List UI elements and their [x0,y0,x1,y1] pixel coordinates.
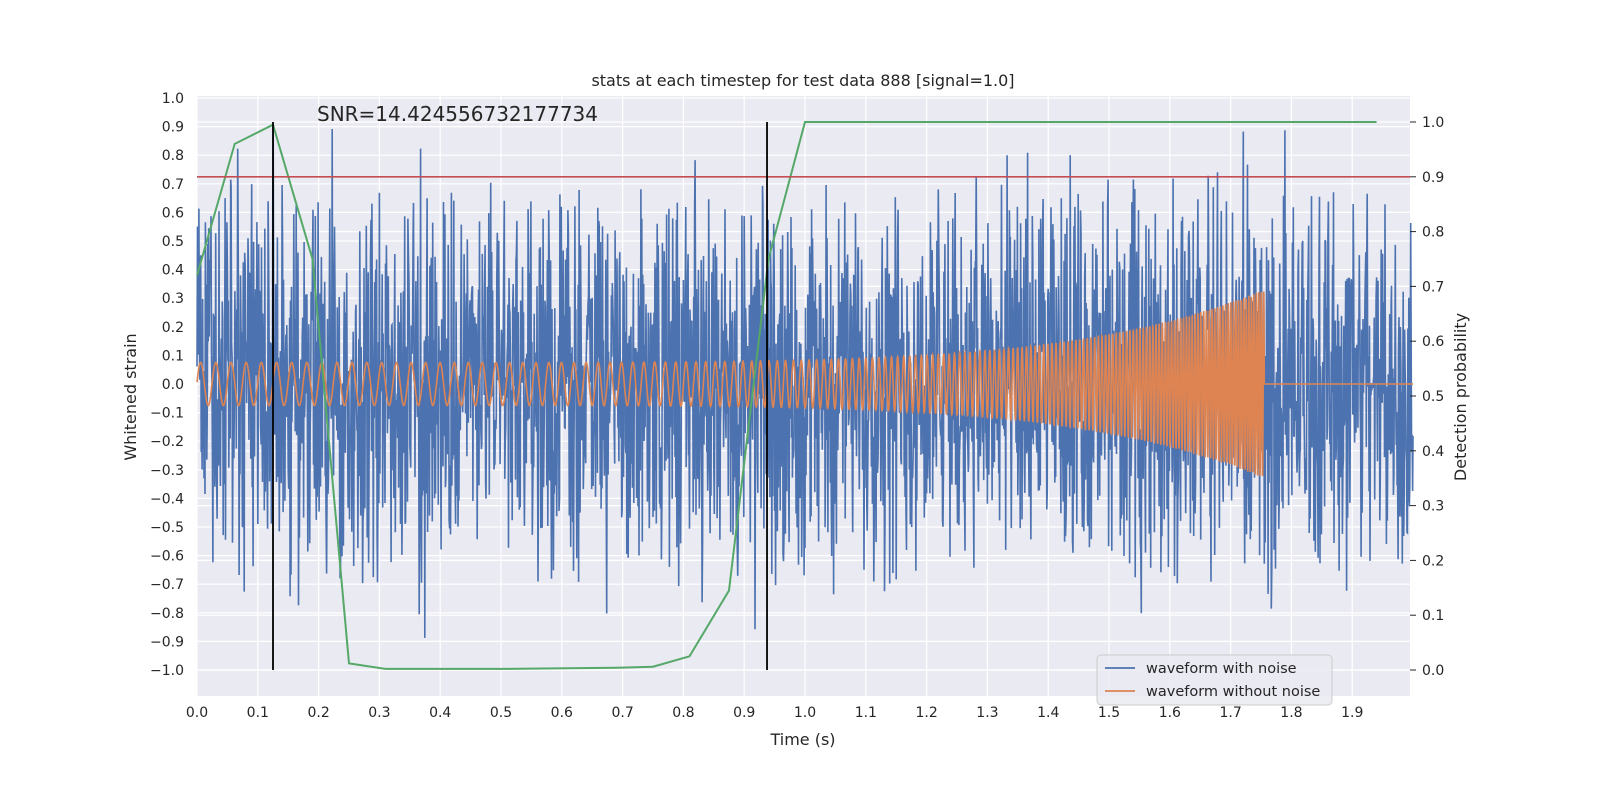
x-tick-label: 1.0 [794,705,816,721]
x-tick-label: 1.9 [1341,705,1363,721]
x-tick-label: 1.6 [1159,705,1181,721]
x-tick-label: 1.2 [915,705,937,721]
x-tick-label: 0.3 [368,705,390,721]
y-tick-label: −0.5 [150,520,184,536]
y2-axis-label: Detection probability [1451,313,1470,481]
x-axis-label: Time (s) [769,730,835,749]
y-tick-label: 0.5 [162,234,184,250]
y2-tick-label: 0.5 [1422,389,1444,405]
x-tick-label: 1.7 [1220,705,1242,721]
x-tick-label: 0.7 [611,705,633,721]
y-tick-label: 0.2 [162,320,184,336]
x-tick-label: 1.1 [855,705,877,721]
y2-tick-label: 0.8 [1422,225,1444,241]
y-tick-label: −1.0 [150,663,184,679]
x-tick-label: 0.5 [490,705,512,721]
x-tick-label: 1.8 [1280,705,1302,721]
legend-label-noise: waveform with noise [1146,661,1297,677]
y2-tick-label: 0.2 [1422,553,1444,569]
x-tick-label: 0.8 [672,705,694,721]
y-tick-label: 1.0 [162,91,184,107]
legend-label-clean: waveform without noise [1146,684,1320,700]
x-tick-label: 0.2 [307,705,329,721]
x-tick-label: 0.1 [247,705,269,721]
y2-axis-ticks: 1.0 0.9 0.8 0.7 0.6 0.5 0.4 0.3 0.2 0.1 0.0 [1410,115,1444,679]
x-tick-label: 0.9 [733,705,755,721]
series-detection-probability [196,121,1377,670]
chart-title: stats at each timestep for test data 888… [591,71,1014,90]
x-tick-label: 0.6 [551,705,573,721]
x-axis-ticks: 0.0 0.1 0.2 0.3 0.4 0.5 0.6 0.7 0.8 0.9 1.0 1.1 1.2 1… [186,705,1364,721]
y-axis-label: Whitened strain [121,333,140,460]
snr-annotation: SNR=14.424556732177734 [317,102,598,126]
y-axis-ticks: 1.0 0.9 0.8 0.7 0.6 0.5 0.4 0.3 0.2 0.1 0.0 −0.1 −0.… [150,91,184,679]
y-tick-label: 0.9 [162,120,184,136]
y2-tick-label: 0.4 [1422,444,1444,460]
x-tick-label: 0.0 [186,705,208,721]
legend-box [1096,654,1333,706]
y-tick-label: 0.1 [162,348,184,364]
y-tick-label: 0.8 [162,148,184,164]
y2-tick-label: 0.7 [1422,279,1444,295]
y-tick-label: −0.9 [150,634,184,650]
y-tick-label: 0.0 [162,377,184,393]
y-tick-label: −0.2 [150,434,184,450]
y2-tick-label: 1.0 [1422,115,1444,131]
y2-tick-label: 0.1 [1422,608,1444,624]
series-waveform-without-noise [196,291,1413,477]
y-tick-label: 0.4 [162,263,184,279]
y2-tick-label: 0.0 [1422,663,1444,679]
y-tick-label: −0.3 [150,463,184,479]
x-tick-label: 1.5 [1098,705,1120,721]
legend: waveform with noise waveform without noi… [1096,654,1333,706]
x-tick-label: 1.4 [1037,705,1059,721]
y-tick-label: 0.7 [162,177,184,193]
x-tick-label: 1.3 [976,705,998,721]
x-tick-label: 0.4 [429,705,451,721]
y-tick-label: 0.3 [162,291,184,307]
y-tick-label: −0.1 [150,406,184,422]
y2-tick-label: 0.6 [1422,334,1444,350]
y-tick-label: −0.8 [150,606,184,622]
y-tick-label: −0.6 [150,549,184,565]
y2-tick-label: 0.9 [1422,170,1444,186]
series-layer [196,121,1414,670]
y-tick-label: 0.6 [162,205,184,221]
y2-tick-label: 0.3 [1422,499,1444,515]
y-tick-label: −0.4 [150,491,184,507]
series-waveform-with-noise [196,128,1414,638]
y-tick-label: −0.7 [150,577,184,593]
